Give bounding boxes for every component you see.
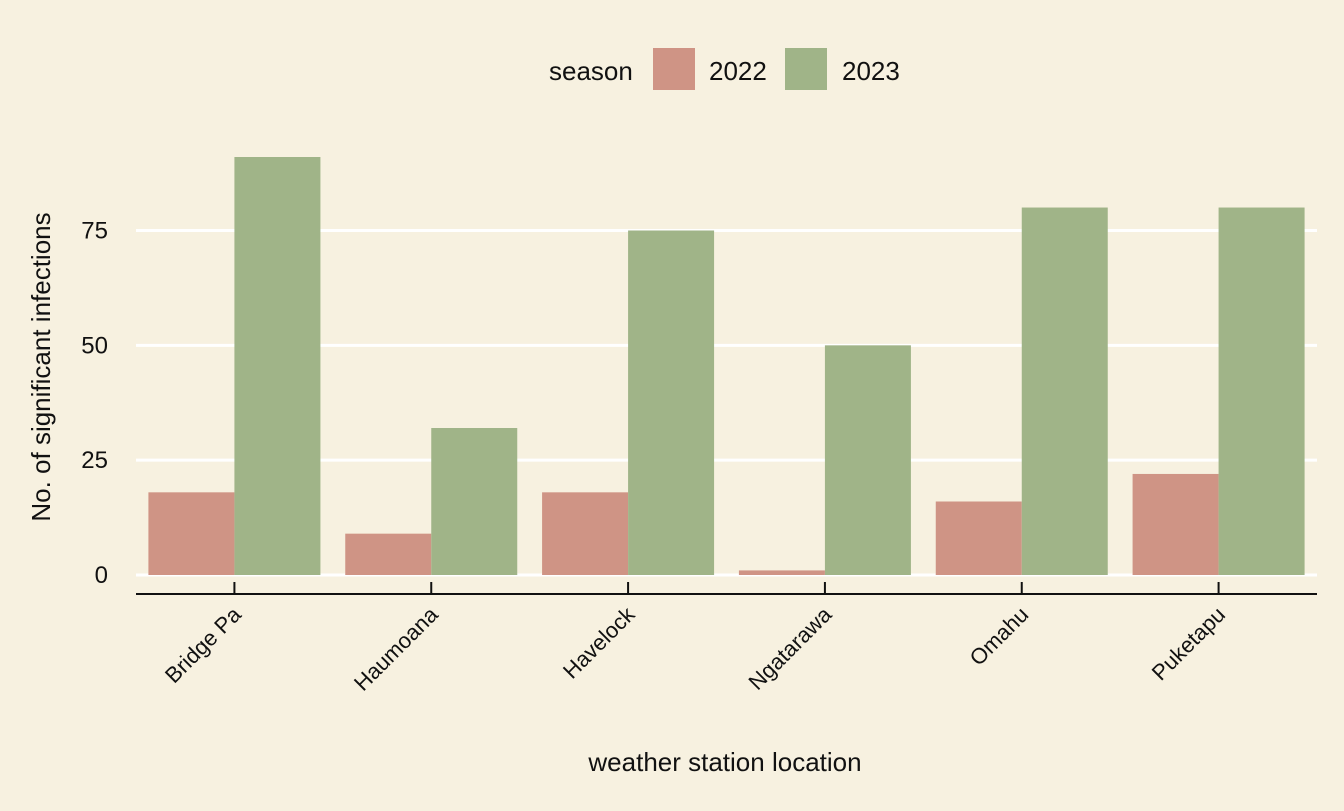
legend-label-2023: 2023 [842, 56, 900, 86]
legend-label-2022: 2022 [709, 56, 767, 86]
bar-2022-haumoana [345, 533, 432, 575]
bar-2023-puketapu [1218, 207, 1305, 575]
x-axis-label: weather station location [587, 747, 861, 777]
legend: season 2022 2023 [549, 48, 900, 90]
bar-2022-omahu [935, 501, 1022, 575]
legend-swatch-2022 [653, 48, 695, 90]
y-tick-label: 0 [95, 562, 108, 589]
bar-2022-ngatarawa [738, 570, 825, 575]
bar-2022-puketapu [1132, 473, 1219, 575]
bar-2023-havelock [628, 230, 715, 575]
legend-title: season [549, 56, 633, 86]
bar-2023-omahu [1021, 207, 1108, 575]
bar-2023-haumoana [431, 428, 518, 575]
y-tick-label: 25 [81, 447, 108, 474]
bar-2022-havelock [542, 492, 629, 575]
y-tick-label: 50 [81, 332, 108, 359]
bar-2022-bridge-pa [148, 492, 235, 575]
bar-2023-ngatarawa [824, 345, 911, 575]
bars [148, 157, 1305, 575]
bar-2023-bridge-pa [234, 157, 321, 575]
y-tick-label: 75 [81, 217, 108, 244]
grid-lines [136, 228, 1317, 577]
y-axis-label: No. of significant infections [26, 212, 56, 521]
legend-swatch-2023 [785, 48, 827, 90]
